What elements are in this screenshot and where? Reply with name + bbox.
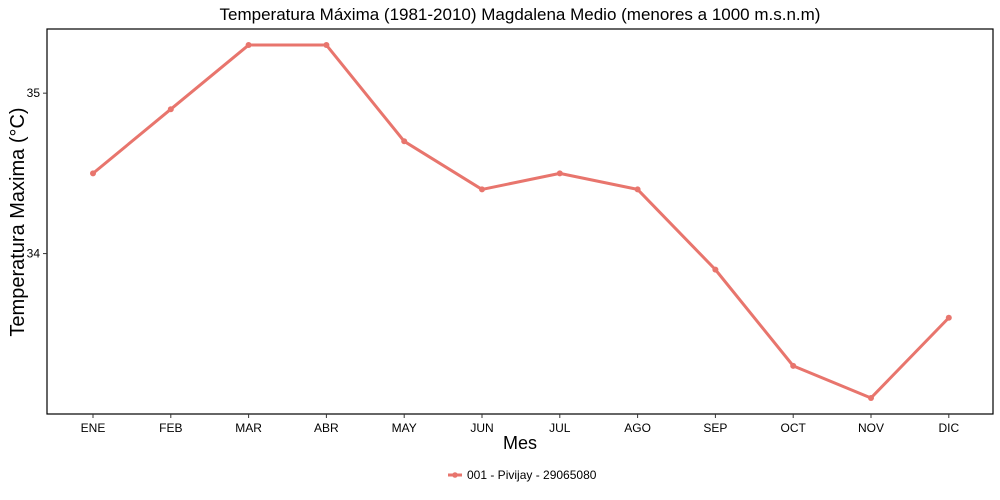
data-point-sep [712,266,719,273]
data-point-feb [167,106,174,113]
x-tick-label-may: MAY [392,421,417,435]
x-tick-label-ene: ENE [81,421,106,435]
legend: 001 - Pivijay - 29065080 [448,468,597,482]
x-tick-label-sep: SEP [703,421,727,435]
data-point-jun [479,186,485,193]
data-point-may [401,138,408,145]
series-line [92,43,950,400]
data-point-abr [323,42,330,49]
x-tick-label-abr: ABR [314,421,339,435]
x-tick-label-jun: JUN [470,421,493,435]
data-point-nov [868,394,874,401]
legend-key-point [452,472,458,478]
x-tick-label-mar: MAR [235,421,262,435]
data-point-ago [634,186,641,193]
x-axis: ENE FEB MAR ABR MAY JUN JUL AGO SEP OCT NOV DIC [81,414,959,435]
data-point-oct [790,362,797,369]
y-axis: 34 35 [27,86,47,261]
y-tick-label: 34 [27,247,41,261]
x-tick-label-nov: NOV [858,421,884,435]
chart-title: Temperatura Máxima (1981-2010) Magdalena… [220,5,821,24]
x-tick-label-oct: OCT [781,421,807,435]
x-tick-label-jul: JUL [549,421,571,435]
x-tick-label-dic: DIC [938,421,959,435]
x-axis-title: Mes [503,433,537,453]
y-axis-title: Temperatura Maxima (°C) [7,107,29,336]
data-point-dic [945,314,952,321]
data-point-jul [556,170,563,177]
x-tick-label-ago: AGO [624,421,651,435]
x-tick-label-feb: FEB [159,421,182,435]
data-point-ene [90,170,96,177]
series-layer [90,42,952,401]
legend-label: 001 - Pivijay - 29065080 [467,468,597,482]
plot-panel [46,28,994,415]
data-point-mar [245,42,252,49]
y-tick-label: 35 [27,86,41,100]
